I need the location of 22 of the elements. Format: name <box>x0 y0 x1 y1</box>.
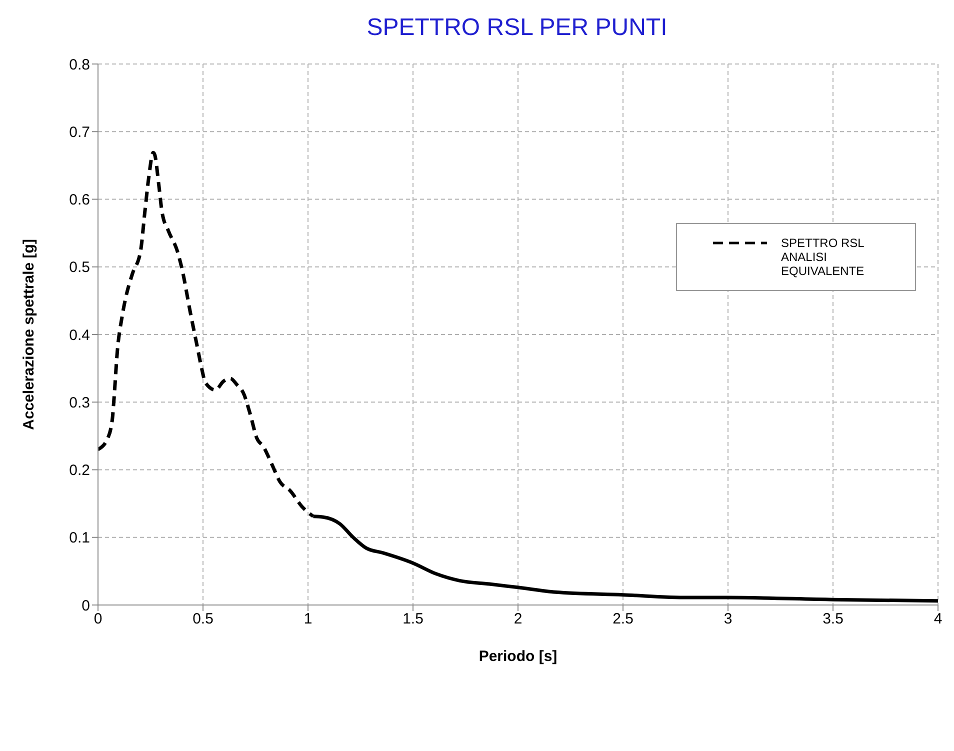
x-tick-label: 3 <box>724 610 732 628</box>
y-tick-label: 0.2 <box>69 462 90 480</box>
y-tick-label: 0 <box>82 597 90 614</box>
x-tick-label: 3.5 <box>822 610 844 628</box>
y-axis-title: Accelerazione spettrale [g] <box>20 239 38 430</box>
x-tick-label: 1.5 <box>402 610 424 628</box>
y-tick-label: 0.5 <box>69 259 90 276</box>
y-tick-label: 0.8 <box>69 56 90 74</box>
y-tick-label: 0.1 <box>69 530 90 547</box>
x-tick-label: 4 <box>934 610 942 628</box>
legend-label: SPETTRO RSL ANALISI EQUIVALENTE <box>781 236 866 278</box>
x-tick-label: 0.5 <box>192 610 214 628</box>
x-tick-label: 2 <box>514 610 522 628</box>
y-tick-label: 0.3 <box>69 394 90 412</box>
y-tick-label: 0.4 <box>69 326 90 344</box>
x-tick-label: 0 <box>94 610 102 628</box>
y-tick-label: 0.7 <box>69 124 90 141</box>
chart-title: SPETTRO RSL PER PUNTI <box>366 13 668 43</box>
x-axis-title: Periodo [s] <box>478 648 558 665</box>
y-tick-label: 0.6 <box>69 192 90 209</box>
x-tick-label: 1 <box>304 610 312 628</box>
x-tick-label: 2.5 <box>612 610 634 628</box>
